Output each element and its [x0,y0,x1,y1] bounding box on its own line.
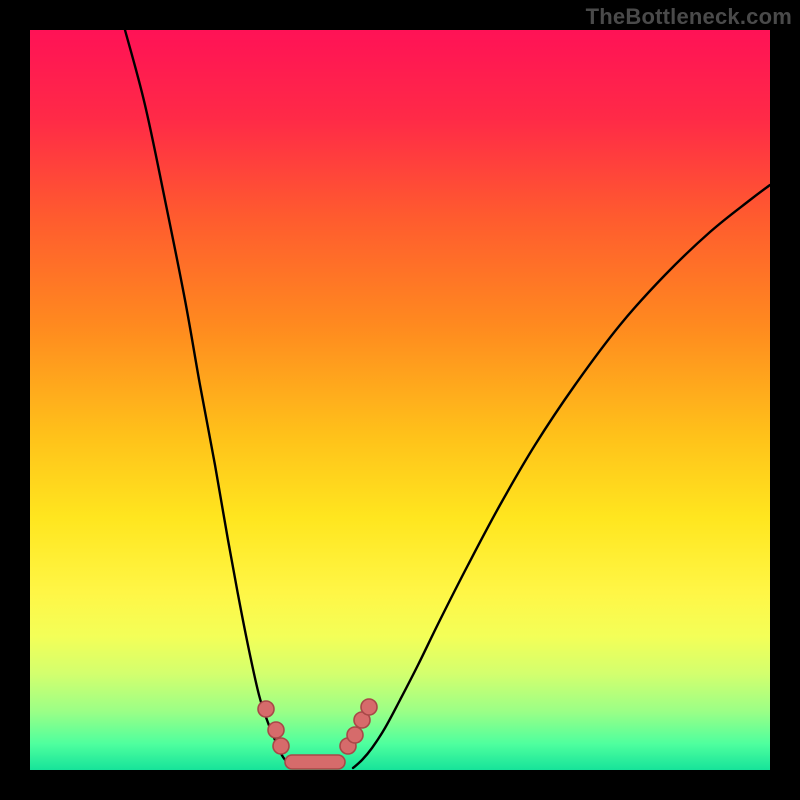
data-marker [268,722,284,738]
chart-svg [0,0,800,800]
data-marker [347,727,363,743]
data-marker [361,699,377,715]
chart-container: TheBottleneck.com [0,0,800,800]
data-marker [273,738,289,754]
plot-area [30,30,770,770]
curve-trough-bar [285,755,345,769]
data-marker [258,701,274,717]
